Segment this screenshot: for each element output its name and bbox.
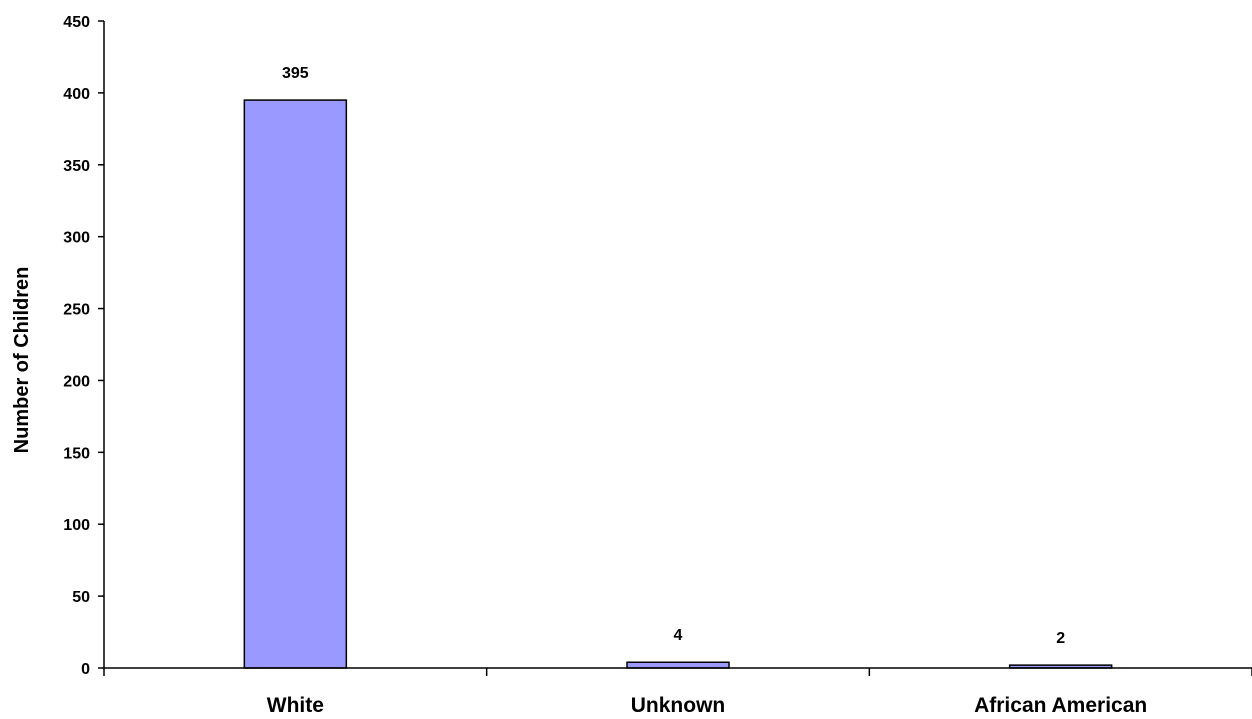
data-label: 395 — [282, 65, 309, 82]
y-tick-label: 100 — [63, 517, 90, 534]
y-tick-label: 150 — [63, 445, 90, 462]
bar-unknown — [626, 661, 730, 669]
labels-group: 0 50 100 150 200 250 300 350 400 450 395 White 4 Unkn… — [63, 14, 1147, 717]
y-tick-label: 350 — [63, 158, 90, 175]
y-tick-label: 450 — [63, 14, 90, 31]
y-tick-label: 300 — [63, 230, 90, 247]
y-tick-label: 200 — [63, 373, 90, 390]
bars-group — [243, 99, 1113, 669]
axes-group — [98, 20, 1252, 676]
y-tick-label: 50 — [72, 589, 90, 606]
y-tick-label: 250 — [63, 302, 90, 319]
bar-white — [243, 99, 348, 669]
data-label: 4 — [674, 627, 683, 644]
y-tick-label: 0 — [81, 661, 90, 678]
x-tick-label: African American — [974, 694, 1147, 717]
y-tick-label: 400 — [63, 86, 90, 103]
x-tick-label: Unknown — [631, 694, 726, 717]
x-tick-label: White — [267, 694, 324, 717]
data-label: 2 — [1056, 630, 1065, 647]
y-axis-title: Number of Children — [11, 267, 33, 454]
